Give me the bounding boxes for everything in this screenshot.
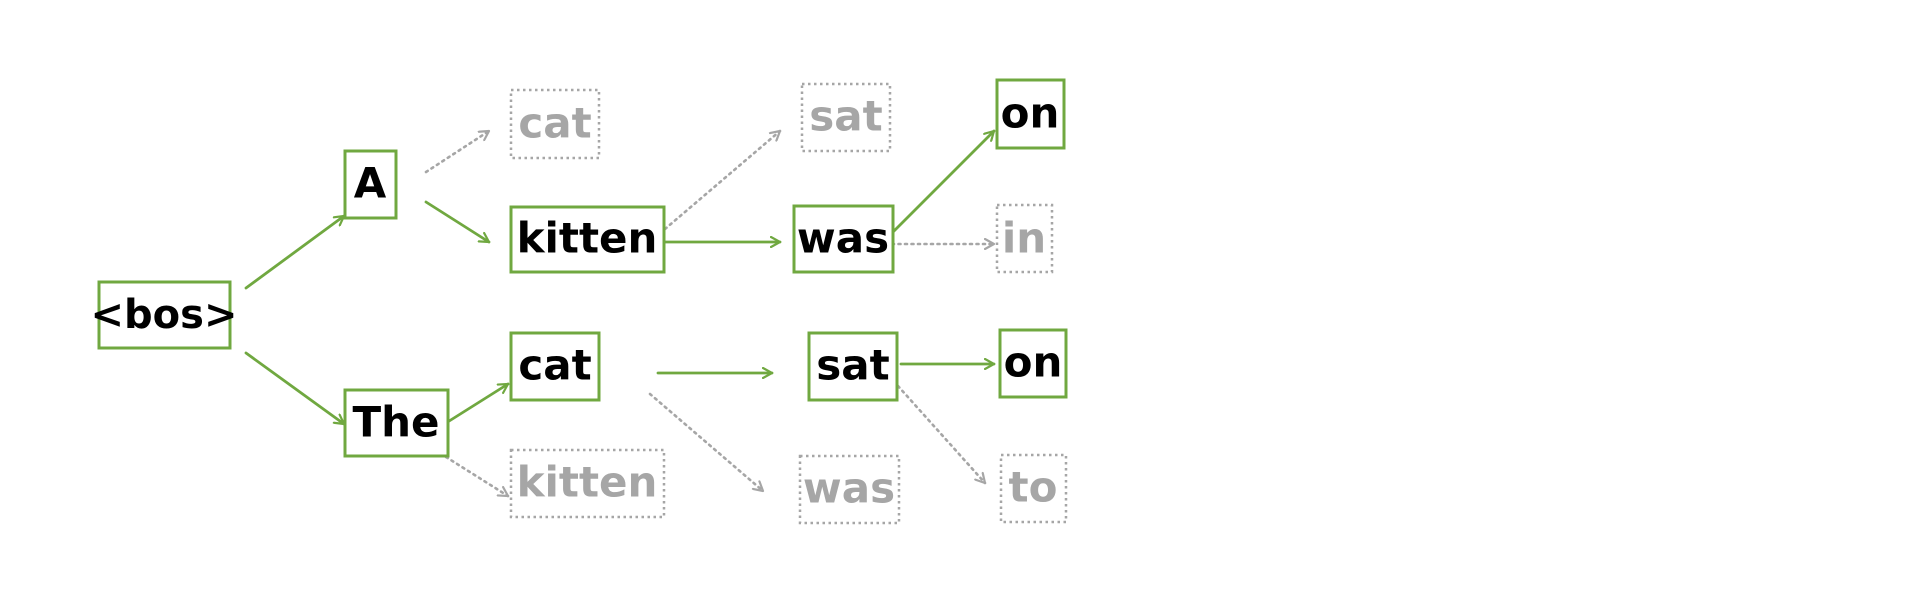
- edge-sat-to: [896, 384, 987, 485]
- edges: [244, 129, 996, 498]
- node-kitten-sat: sat: [800, 82, 892, 153]
- node-a: A: [343, 149, 398, 220]
- node-kitten-sat-label: sat: [809, 92, 882, 141]
- edge-a-cat: [424, 129, 491, 174]
- nodes: <bos> A The cat kitten cat kitten sat: [91, 78, 1068, 525]
- edge-the-cat: [444, 382, 510, 425]
- edge-cat-was: [648, 392, 765, 493]
- edge-bos-the: [244, 351, 346, 426]
- node-sat-to-label: to: [1009, 463, 1058, 512]
- node-the-cat: cat: [509, 331, 601, 402]
- edge-the-kitten: [444, 455, 510, 498]
- node-sat-on-label: on: [1004, 338, 1063, 387]
- node-kitten-was: was: [792, 204, 895, 274]
- node-cat-sat: sat: [807, 331, 899, 402]
- edge-bos-a: [244, 214, 346, 290]
- node-a-cat-label: cat: [518, 99, 591, 148]
- edge-was-on: [890, 129, 996, 235]
- node-the-label: The: [352, 398, 439, 447]
- node-was-in: in: [995, 203, 1054, 274]
- edge-a-kitten: [424, 200, 491, 244]
- node-cat-sat-label: sat: [816, 341, 889, 390]
- node-was-on: on: [995, 78, 1066, 150]
- node-the-kitten-label: kitten: [517, 458, 658, 507]
- node-a-cat: cat: [509, 88, 601, 160]
- node-was-in-label: in: [1002, 214, 1046, 263]
- node-the: The: [343, 388, 450, 458]
- node-cat-was-label: was: [803, 464, 895, 513]
- node-bos-label: <bos>: [91, 292, 238, 338]
- node-a-kitten: kitten: [509, 205, 666, 274]
- node-the-kitten: kitten: [509, 448, 666, 519]
- node-a-kitten-label: kitten: [517, 214, 658, 263]
- node-was-on-label: on: [1001, 89, 1060, 138]
- node-sat-on: on: [998, 328, 1068, 399]
- node-a-label: A: [354, 159, 387, 208]
- edge-kitten-sat: [663, 129, 782, 231]
- node-cat-was: was: [798, 454, 901, 525]
- node-kitten-was-label: was: [797, 214, 889, 263]
- node-sat-to: to: [999, 453, 1068, 524]
- node-the-cat-label: cat: [518, 341, 591, 390]
- node-bos: <bos>: [91, 280, 238, 350]
